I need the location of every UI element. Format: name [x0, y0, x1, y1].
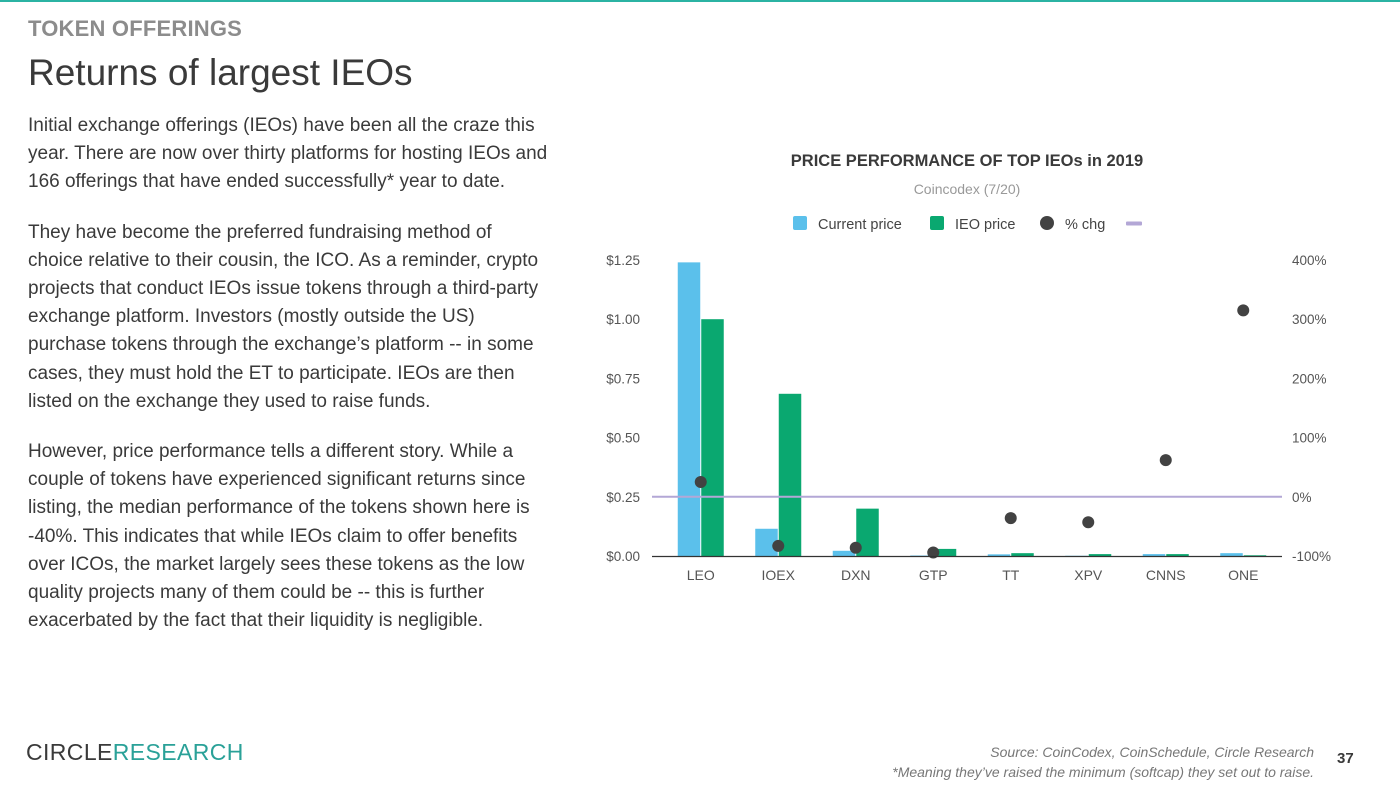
legend-swatch-0 — [793, 216, 807, 230]
legend-swatch-1 — [930, 216, 944, 230]
left-tick-label: $1.00 — [606, 312, 640, 327]
left-tick-label: $0.50 — [606, 431, 640, 446]
bar-current-price-ioex — [755, 528, 778, 556]
bar-ieo-price-dxn — [856, 508, 879, 556]
logo-part-research: RESEARCH — [112, 739, 244, 765]
bar-ieo-price-xpv — [1088, 554, 1112, 556]
left-tick-label: $0.75 — [606, 371, 640, 386]
dots-layer — [694, 304, 1250, 559]
legend-swatch-2 — [1040, 216, 1054, 230]
section-kicker: TOKEN OFFERINGS — [28, 16, 243, 41]
chart-legend: Current price IEO price % chg — [793, 216, 1142, 233]
left-axis: $0.00 $0.25 $0.50 $0.75 $1.00 $1.25 — [606, 253, 640, 564]
right-axis: -100% 0% 100% 200% 300% 400% — [1292, 253, 1331, 564]
legend-label-0: Current price — [818, 217, 902, 233]
bar-current-price-dxn — [832, 550, 856, 556]
bar-current-price-leo — [677, 262, 701, 556]
x-tick-label-cnns: CNNS — [1146, 567, 1186, 583]
pct-chg-dot-xpv — [1082, 516, 1095, 529]
bar-ieo-price-one — [1243, 555, 1267, 557]
bars-layer — [677, 262, 1267, 557]
pct-chg-dot-cnns — [1159, 454, 1172, 467]
left-tick-label: $1.25 — [606, 253, 640, 268]
pct-chg-dot-ioex — [772, 539, 785, 552]
page-title: Returns of largest IEOs — [28, 52, 413, 93]
x-tick-label-one: ONE — [1228, 567, 1258, 583]
footnotes: Source: CoinCodex, CoinSchedule, Circle … — [892, 742, 1314, 782]
right-tick-label: 200% — [1292, 371, 1327, 386]
paragraph-background: They have become the preferred fundraisi… — [28, 221, 539, 412]
legend-label-2: % chg — [1065, 217, 1105, 233]
right-tick-label: 300% — [1292, 312, 1327, 327]
bar-ieo-price-tt — [1011, 553, 1034, 556]
bar-ieo-price-cnns — [1166, 554, 1189, 556]
right-tick-label: 400% — [1292, 253, 1327, 268]
x-tick-label-gtp: GTP — [919, 567, 948, 583]
x-tick-label-leo: LEO — [687, 567, 715, 583]
pct-chg-dot-tt — [1004, 512, 1017, 525]
pct-chg-dot-gtp — [927, 546, 940, 559]
x-axis: LEO IOEX DXN GTP TT XPV CNNS ONE — [652, 555, 1282, 583]
page-number: 37 — [1337, 750, 1354, 767]
right-tick-label: -100% — [1292, 549, 1331, 564]
body-text: Initial exchange offerings (IEOs) have b… — [28, 112, 548, 657]
bar-ieo-price-leo — [701, 319, 724, 556]
x-tick-label-xpv: XPV — [1074, 567, 1103, 583]
logo-part-circle: CIRCLE — [26, 739, 113, 765]
ieo-chart: PRICE PERFORMANCE OF TOP IEOs in 2019 Co… — [570, 130, 1370, 600]
right-tick-label: 100% — [1292, 431, 1327, 446]
bar-ieo-price-gtp — [933, 548, 957, 556]
paragraph-performance: However, price performance tells a diffe… — [28, 441, 530, 632]
pct-chg-dot-dxn — [849, 541, 862, 554]
chart-subtitle: Coincodex (7/20) — [914, 181, 1021, 197]
top-accent-rule — [0, 0, 1400, 2]
paragraph-intro: Initial exchange offerings (IEOs) have b… — [28, 115, 548, 193]
legend-label-1: IEO price — [955, 217, 1015, 233]
circle-research-logo: CIRCLERESEARCH — [26, 739, 244, 766]
pct-chg-dot-leo — [694, 476, 707, 488]
source-note: Source: CoinCodex, CoinSchedule, Circle … — [990, 744, 1314, 760]
x-tick-label-dxn: DXN — [841, 567, 871, 583]
bar-ieo-price-ioex — [778, 393, 802, 556]
bar-current-price-one — [1220, 553, 1243, 556]
bar-current-price-tt — [987, 554, 1011, 556]
softcap-note: *Meaning they’ve raised the minimum (sof… — [892, 764, 1314, 780]
left-tick-label: $0.00 — [606, 549, 640, 564]
legend-swatch-3 — [1126, 221, 1142, 226]
right-tick-label: 0% — [1292, 490, 1312, 505]
chart-title: PRICE PERFORMANCE OF TOP IEOs in 2019 — [791, 152, 1143, 170]
pct-chg-dot-one — [1237, 304, 1250, 317]
bar-current-price-cnns — [1142, 554, 1166, 556]
x-tick-label-tt: TT — [1002, 567, 1020, 583]
chart-svg: PRICE PERFORMANCE OF TOP IEOs in 2019 Co… — [606, 152, 1331, 583]
x-tick-label-ioex: IOEX — [762, 567, 796, 583]
left-tick-label: $0.25 — [606, 490, 640, 505]
